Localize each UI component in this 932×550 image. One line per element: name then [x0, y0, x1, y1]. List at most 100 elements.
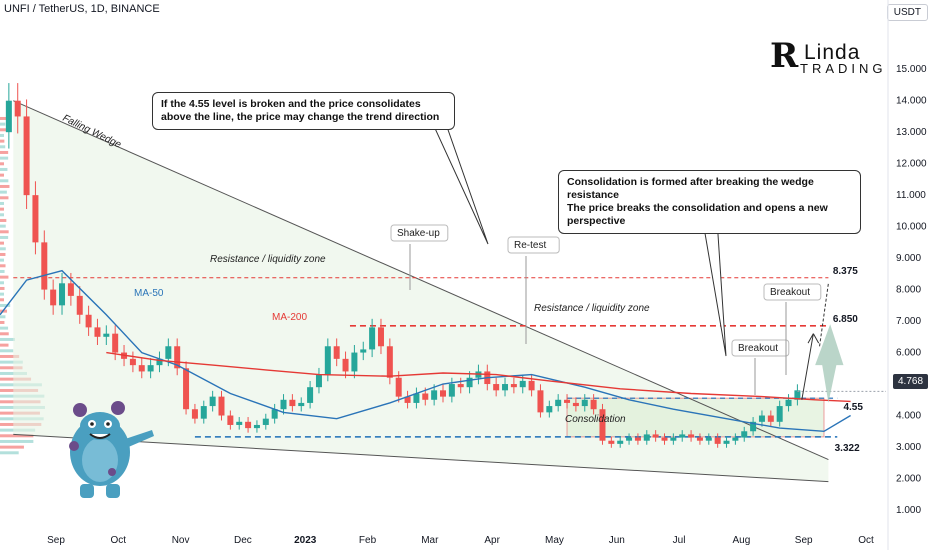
candle-body [732, 438, 738, 441]
volume-profile-bar [0, 264, 6, 267]
volume-profile-bar [0, 168, 7, 171]
candle-body [724, 441, 730, 444]
candle-body [307, 387, 313, 403]
x-tick-label: Mar [421, 535, 439, 546]
candle-body [94, 327, 100, 336]
candle-body [59, 283, 65, 305]
candle-body [582, 400, 588, 406]
ma200-label: MA-200 [272, 312, 307, 323]
y-tick-label: 9.000 [896, 253, 921, 264]
candle-body [32, 195, 38, 242]
volume-profile-bar [0, 253, 5, 256]
x-tick-label: Jul [673, 535, 686, 546]
candle-body [210, 397, 216, 406]
candle-body [387, 346, 393, 377]
current-price-tag: 4.768 [893, 374, 928, 389]
volume-profile-bar [0, 327, 8, 330]
y-tick-label: 7.000 [896, 316, 921, 327]
candle-body [679, 434, 685, 437]
candle-body [15, 101, 21, 117]
candle-body [768, 416, 774, 422]
y-tick-label: 3.000 [896, 442, 921, 453]
candle-body [24, 116, 30, 195]
candle-body [86, 315, 92, 328]
volume-profile-bar [0, 270, 5, 273]
candle-body [537, 390, 543, 412]
volume-profile-bar [0, 236, 8, 239]
volume-profile-bar [0, 451, 19, 454]
volume-profile-bar [0, 140, 4, 143]
candle-body [316, 375, 322, 388]
resistance-label-1: Resistance / liquidity zone [210, 254, 326, 265]
candle-body [529, 381, 535, 390]
x-tick-label: Apr [484, 535, 500, 546]
candle-body [201, 406, 207, 419]
candle-body [360, 349, 366, 352]
candle-body [263, 419, 269, 425]
volume-profile-bar [0, 225, 6, 228]
candle-body [298, 403, 304, 406]
volume-profile-bar [0, 179, 8, 182]
y-tick-label: 10.000 [896, 222, 927, 233]
candle-body [77, 296, 83, 315]
candle-body [653, 434, 659, 437]
candle-body [139, 365, 145, 371]
candle-body [741, 431, 747, 437]
volume-profile-bar [0, 202, 4, 205]
level-label: 4.55 [843, 402, 863, 413]
volume-profile-bar [0, 230, 9, 233]
volume-profile-bar [0, 349, 13, 352]
candle-body [626, 438, 632, 441]
candle-body [41, 242, 47, 289]
volume-profile-bar [0, 145, 5, 148]
candle-body [670, 438, 676, 441]
candle-body [148, 365, 154, 371]
candle-body [458, 384, 464, 387]
callout-right-line2: The price breaks the consolidation and o… [567, 202, 852, 228]
x-tick-label: Nov [172, 535, 190, 546]
candle-body [183, 368, 189, 409]
volume-profile-bar [0, 259, 4, 262]
volume-profile-bar [0, 344, 9, 347]
volume-profile-bar [0, 162, 4, 165]
candle-body [289, 400, 295, 406]
volume-profile-bar [0, 213, 4, 216]
volume-profile-bar [0, 276, 8, 279]
candle-body [281, 400, 287, 409]
volume-profile-bar [0, 185, 9, 188]
y-tick-label: 4.000 [896, 411, 921, 422]
y-tick-label: 13.000 [896, 127, 927, 138]
candle-body [219, 397, 225, 416]
candle-body [573, 403, 579, 406]
candle-body [467, 378, 473, 387]
candle-body [449, 384, 455, 397]
volume-profile-bar [0, 219, 6, 222]
x-tick-label: Sep [795, 535, 813, 546]
x-tick-label: Dec [234, 535, 252, 546]
candle-body [68, 283, 74, 296]
volume-profile-bar [0, 151, 8, 154]
brand-logo: R Linda TRADING [770, 36, 870, 82]
volume-profile-bar [0, 440, 33, 443]
candle-body [617, 441, 623, 444]
candle-body [378, 327, 384, 346]
candle-body [334, 346, 340, 359]
candle-body [591, 400, 597, 409]
candle-body [343, 359, 349, 372]
volume-profile-bar [0, 196, 8, 199]
candle-body [706, 438, 712, 441]
volume-profile-bar [0, 293, 4, 296]
volume-profile-bar [0, 174, 4, 177]
consolidation-label: Consolidation [565, 414, 626, 425]
volume-profile-bar [0, 446, 24, 449]
x-tick-label: Aug [732, 535, 750, 546]
volume-profile-bar [0, 287, 5, 290]
volume-profile-bar [0, 321, 4, 324]
candle-body [50, 290, 56, 306]
breakout-label-2: Breakout [770, 287, 810, 298]
candle-body [165, 346, 171, 359]
volume-profile-bar [0, 191, 7, 194]
y-tick-label: 12.000 [896, 159, 927, 170]
candle-body [431, 390, 437, 399]
candle-body [662, 438, 668, 441]
